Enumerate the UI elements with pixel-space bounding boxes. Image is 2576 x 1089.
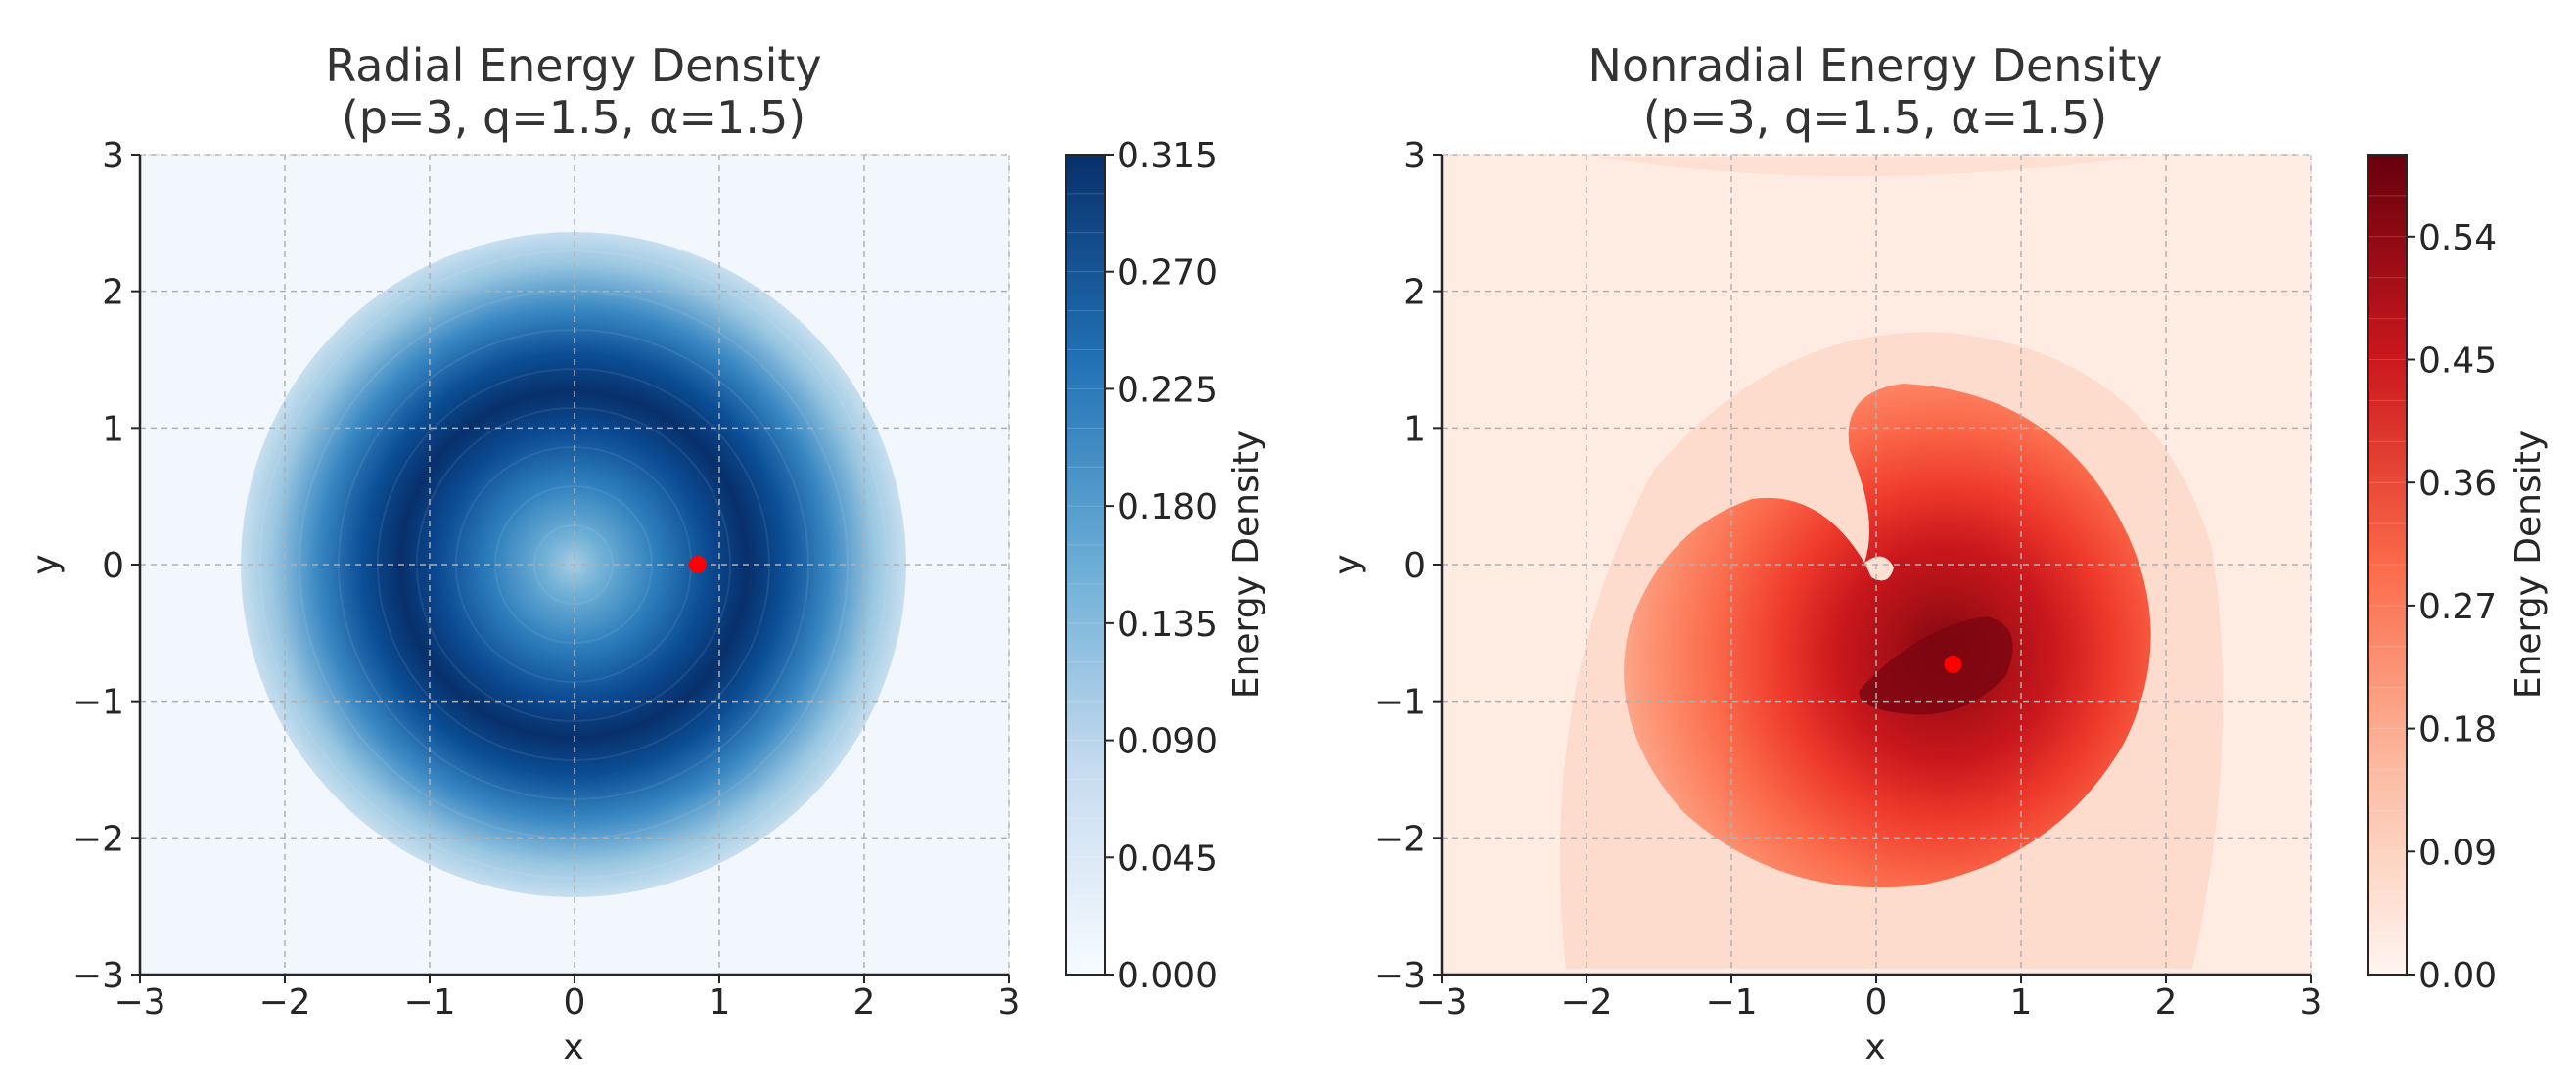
nonradial-y-tick-label: −1 bbox=[1374, 683, 1426, 723]
radial-y-tick-label: 0 bbox=[102, 546, 124, 586]
nonradial-panel: Nonradial Energy Density (p=3, q=1.5, α=… bbox=[1327, 39, 2549, 1067]
radial-y-tick-label: 2 bbox=[102, 273, 124, 313]
radial-x-label: x bbox=[563, 1027, 583, 1067]
radial-y-tick-label: 3 bbox=[102, 136, 124, 176]
nonradial-colorbar-steps bbox=[2368, 195, 2407, 934]
nonradial-x-label: x bbox=[1864, 1027, 1885, 1067]
radial-y-tick-label: −3 bbox=[72, 956, 124, 996]
radial-colorbar-tick-label: 0.180 bbox=[1117, 487, 1218, 527]
radial-colorbar: 0.000 0.045 0.090 0.135 0.180 0.225 0.270 0.315… bbox=[1065, 136, 1266, 996]
radial-colorbar-steps bbox=[1066, 193, 1105, 936]
radial-colorbar-tick-label: 0.045 bbox=[1117, 839, 1218, 879]
nonradial-colorbar-tick-label: 0.27 bbox=[2418, 587, 2497, 627]
radial-title-line1: Radial Energy Density bbox=[325, 39, 821, 92]
nonradial-x-tick-label: 3 bbox=[2300, 982, 2323, 1022]
radial-x-tick-label: 1 bbox=[709, 982, 731, 1022]
radial-x-tick-label: −3 bbox=[114, 982, 165, 1022]
nonradial-colorbar-label: Energy Density bbox=[2508, 431, 2549, 699]
radial-colorbar-tick-label: 0.225 bbox=[1117, 370, 1218, 410]
nonradial-notch bbox=[1864, 556, 1894, 581]
nonradial-x-tick-label: −1 bbox=[1705, 982, 1757, 1022]
radial-title-line2: (p=3, q=1.5, α=1.5) bbox=[342, 91, 805, 144]
radial-colorbar-frame bbox=[1065, 154, 1106, 976]
nonradial-title-line2: (p=3, q=1.5, α=1.5) bbox=[1643, 91, 2107, 144]
nonradial-x-tick-label: −2 bbox=[1560, 982, 1612, 1022]
nonradial-y-tick-label: 2 bbox=[1403, 273, 1426, 313]
nonradial-y-tick-label: 3 bbox=[1403, 136, 1426, 176]
nonradial-colorbar-fill bbox=[2368, 155, 2407, 975]
radial-y-tick-label: 1 bbox=[102, 409, 124, 449]
radial-x-tick-label: −1 bbox=[403, 982, 455, 1022]
radial-colorbar-tick-label: 0.090 bbox=[1117, 722, 1218, 762]
radial-colorbar-label: Energy Density bbox=[1226, 431, 1266, 699]
nonradial-colorbar-tick-label: 0.45 bbox=[2418, 341, 2497, 382]
nonradial-colorbar-tick-label: 0.09 bbox=[2418, 833, 2497, 873]
nonradial-title-line1: Nonradial Energy Density bbox=[1588, 39, 2163, 92]
radial-x-tick-label: 2 bbox=[853, 982, 876, 1022]
nonradial-colorbar-tick-label: 0.00 bbox=[2418, 956, 2497, 996]
nonradial-colorbar-tick-label: 0.18 bbox=[2418, 710, 2497, 750]
nonradial-ticks: −3 −2 −1 0 1 2 3 −3 −2 −1 0 1 2 3 bbox=[1374, 136, 2323, 1022]
radial-colorbar-tick-label: 0.315 bbox=[1117, 136, 1218, 176]
nonradial-y-tick-label: 1 bbox=[1403, 409, 1426, 449]
radial-x-tick-label: 3 bbox=[998, 982, 1021, 1022]
radial-colorbar-ticks: 0.000 0.045 0.090 0.135 0.180 0.225 0.270 0.315 bbox=[1105, 136, 1218, 996]
nonradial-x-tick-label: 1 bbox=[2010, 982, 2033, 1022]
radial-x-tick-label: 0 bbox=[564, 982, 586, 1022]
radial-y-label: y bbox=[25, 554, 66, 574]
radial-y-tick-label: −2 bbox=[72, 819, 124, 859]
nonradial-peak-marker bbox=[1944, 655, 1962, 673]
radial-colorbar-tick-label: 0.000 bbox=[1117, 956, 1218, 996]
nonradial-colorbar-ticks: 0.00 0.09 0.18 0.27 0.36 0.45 0.54 bbox=[2407, 218, 2497, 996]
radial-y-tick-label: −1 bbox=[72, 683, 124, 723]
nonradial-density-field bbox=[1624, 384, 2151, 888]
nonradial-y-tick-label: −3 bbox=[1374, 956, 1426, 996]
nonradial-colorbar-tick-label: 0.54 bbox=[2418, 218, 2497, 258]
radial-peak-marker bbox=[688, 556, 707, 573]
nonradial-colorbar: 0.00 0.09 0.18 0.27 0.36 0.45 0.54 Energy Dens… bbox=[2367, 154, 2549, 996]
nonradial-colorbar-tick-label: 0.36 bbox=[2418, 464, 2497, 504]
radial-colorbar-fill bbox=[1066, 155, 1105, 975]
radial-ticks: −3 −2 −1 0 1 2 3 −3 −2 −1 0 1 2 3 bbox=[72, 136, 1021, 1022]
radial-colorbar-tick-label: 0.135 bbox=[1117, 605, 1218, 645]
nonradial-y-tick-label: −2 bbox=[1374, 819, 1426, 859]
radial-colorbar-tick-label: 0.270 bbox=[1117, 253, 1218, 294]
nonradial-y-label: y bbox=[1327, 554, 1367, 574]
radial-panel: Radial Energy Density (p=3, q=1.5, α=1.5… bbox=[25, 39, 1266, 1067]
nonradial-top-lobe bbox=[1595, 157, 2143, 176]
radial-x-tick-label: −2 bbox=[258, 982, 310, 1022]
nonradial-x-tick-label: −3 bbox=[1415, 982, 1467, 1022]
nonradial-x-tick-label: 0 bbox=[1865, 982, 1888, 1022]
nonradial-colorbar-frame bbox=[2367, 154, 2408, 976]
nonradial-y-tick-label: 0 bbox=[1403, 546, 1426, 586]
nonradial-core bbox=[1859, 616, 2013, 715]
nonradial-x-tick-label: 2 bbox=[2155, 982, 2178, 1022]
